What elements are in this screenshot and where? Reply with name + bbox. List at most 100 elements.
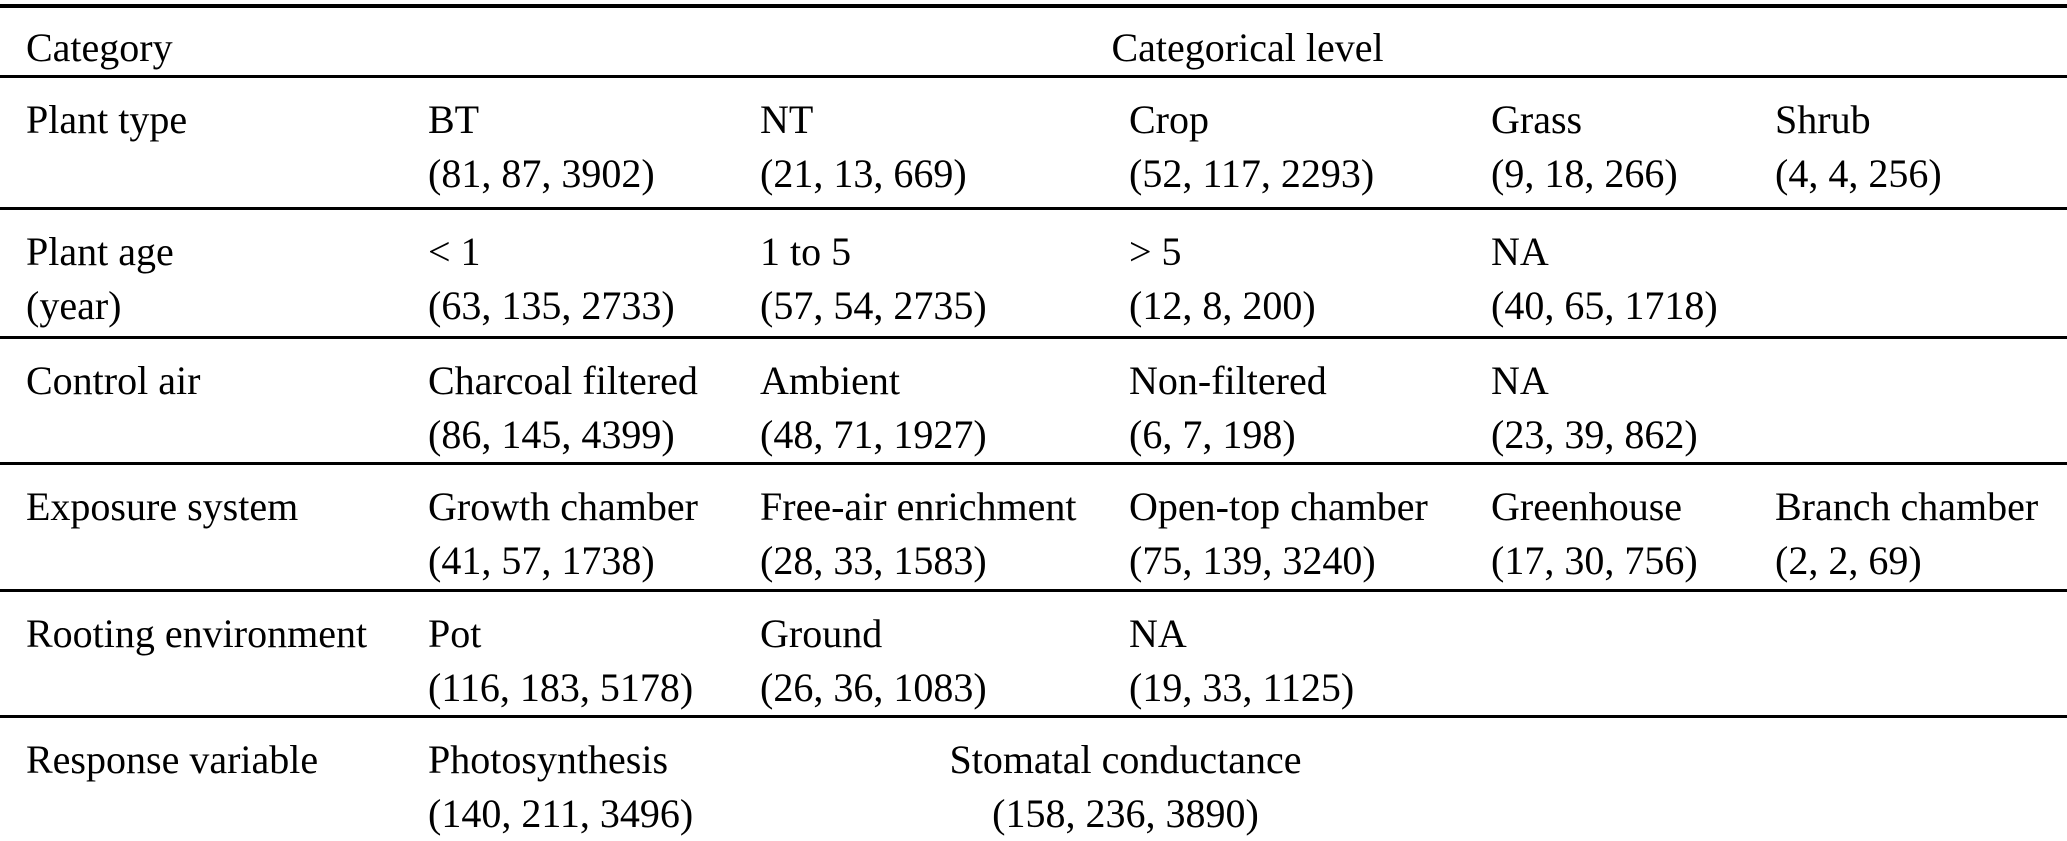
level-cell: NA (23, 39, 862) [1491,338,1775,464]
header-category-cell: Category [0,6,428,77]
level-counts: (52, 117, 2293) [1129,151,1375,196]
level-cell: Charcoal filtered (86, 145, 4399) [428,338,760,464]
table-row-control-air: Control air Charcoal filtered (86, 145, … [0,338,2067,464]
category-label: Exposure system [26,484,299,529]
table-row-plant-age: Plant age (year) < 1 (63, 135, 2733) 1 t… [0,209,2067,338]
level-cell: Grass (9, 18, 266) [1491,77,1775,209]
category-label: Plant type [26,97,188,142]
category-label: Control air [26,358,201,403]
level-counts: (26, 36, 1083) [760,665,987,710]
header-category-label: Category [26,25,173,70]
category-cell: Control air [0,338,428,464]
level-cell: Branch chamber (2, 2, 69) [1775,464,2067,591]
category-label: Response variable [26,737,319,782]
category-cell: Plant type [0,77,428,209]
level-name: Free-air enrichment [760,484,1077,529]
level-cell-spanning: Stomatal conductance (158, 236, 3890) [760,717,1491,841]
level-name: Shrub [1775,97,1871,142]
level-name: NA [1491,358,1549,403]
level-cell: > 5 (12, 8, 200) [1129,209,1491,338]
table-row-response-variable: Response variable Photosynthesis (140, 2… [0,717,2067,841]
level-cell: Greenhouse (17, 30, 756) [1491,464,1775,591]
level-counts: (57, 54, 2735) [760,283,987,328]
level-counts: (23, 39, 862) [1491,412,1698,457]
category-label: Rooting environment [26,611,368,656]
header-categorical-level-cell: Categorical level [428,6,2067,77]
level-counts: (63, 135, 2733) [428,283,675,328]
level-name: Ambient [760,358,900,403]
level-cell: NA (40, 65, 1718) [1491,209,1775,338]
level-cell: Ground (26, 36, 1083) [760,591,1129,717]
level-counts: (86, 145, 4399) [428,412,675,457]
category-cell: Plant age (year) [0,209,428,338]
category-cell: Response variable [0,717,428,841]
level-cell: Crop (52, 117, 2293) [1129,77,1491,209]
level-counts: (2, 2, 69) [1775,538,1922,583]
empty-cell [1775,209,2067,338]
level-cell: NA (19, 33, 1125) [1129,591,1491,717]
table-row-rooting-environment: Rooting environment Pot (116, 183, 5178)… [0,591,2067,717]
level-name: < 1 [428,229,481,274]
level-name: NA [1491,229,1549,274]
level-counts: (17, 30, 756) [1491,538,1698,583]
level-name: BT [428,97,480,142]
level-name: Charcoal filtered [428,358,698,403]
level-name: NT [760,97,814,142]
empty-cell [1491,717,1775,841]
level-counts: (41, 57, 1738) [428,538,655,583]
level-name: Grass [1491,97,1583,142]
level-cell: Open-top chamber (75, 139, 3240) [1129,464,1491,591]
level-cell: Pot (116, 183, 5178) [428,591,760,717]
level-cell: Free-air enrichment (28, 33, 1583) [760,464,1129,591]
level-cell: Ambient (48, 71, 1927) [760,338,1129,464]
empty-cell [1775,717,2067,841]
level-name: Crop [1129,97,1209,142]
level-name: Ground [760,611,883,656]
level-name: Photosynthesis [428,737,669,782]
category-label-line2: (year) [26,283,122,328]
level-counts: (28, 33, 1583) [760,538,987,583]
level-name: Branch chamber [1775,484,2039,529]
level-name: Pot [428,611,482,656]
level-name: NA [1129,611,1187,656]
level-name: Non-filtered [1129,358,1327,403]
level-cell: Non-filtered (6, 7, 198) [1129,338,1491,464]
level-cell: < 1 (63, 135, 2733) [428,209,760,338]
empty-cell [1491,591,1775,717]
table-row-plant-type: Plant type BT (81, 87, 3902) NT (21, 13,… [0,77,2067,209]
level-counts: (158, 236, 3890) [992,791,1259,836]
level-counts: (21, 13, 669) [760,151,967,196]
level-counts: (6, 7, 198) [1129,412,1296,457]
level-name: Open-top chamber [1129,484,1428,529]
empty-cell [1775,338,2067,464]
level-name: Growth chamber [428,484,698,529]
level-cell: NT (21, 13, 669) [760,77,1129,209]
level-cell: BT (81, 87, 3902) [428,77,760,209]
level-name: Greenhouse [1491,484,1683,529]
header-row: Category Categorical level [0,6,2067,77]
level-cell: 1 to 5 (57, 54, 2735) [760,209,1129,338]
level-counts: (116, 183, 5178) [428,665,694,710]
level-counts: (140, 211, 3496) [428,791,694,836]
level-counts: (48, 71, 1927) [760,412,987,457]
level-counts: (4, 4, 256) [1775,151,1942,196]
level-cell: Shrub (4, 4, 256) [1775,77,2067,209]
level-counts: (75, 139, 3240) [1129,538,1376,583]
category-level-table: Category Categorical level Plant type BT… [0,4,2067,841]
category-cell: Exposure system [0,464,428,591]
level-name: > 5 [1129,229,1182,274]
level-counts: (9, 18, 266) [1491,151,1678,196]
category-label: Plant age [26,229,174,274]
table-row-exposure-system: Exposure system Growth chamber (41, 57, … [0,464,2067,591]
level-counts: (40, 65, 1718) [1491,283,1718,328]
level-cell: Growth chamber (41, 57, 1738) [428,464,760,591]
level-name: Stomatal conductance [949,737,1302,782]
category-cell: Rooting environment [0,591,428,717]
header-categorical-level-label: Categorical level [1111,25,1384,70]
level-counts: (19, 33, 1125) [1129,665,1355,710]
level-counts: (12, 8, 200) [1129,283,1316,328]
level-name: 1 to 5 [760,229,852,274]
empty-cell [1775,591,2067,717]
level-cell: Photosynthesis (140, 211, 3496) [428,717,760,841]
